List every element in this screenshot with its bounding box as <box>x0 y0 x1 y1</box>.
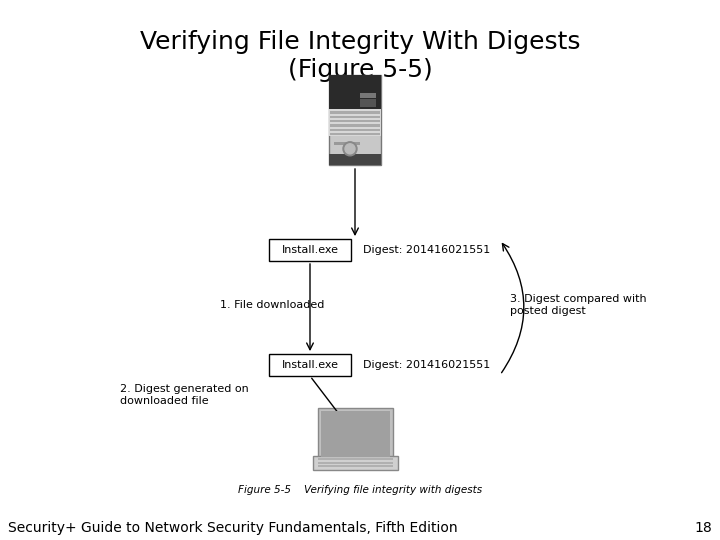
Text: Figure 5-5    Verifying file integrity with digests: Figure 5-5 Verifying file integrity with… <box>238 485 482 495</box>
Bar <box>318 465 392 467</box>
Text: 18: 18 <box>694 521 712 535</box>
Text: 2. Digest generated on
downloaded file: 2. Digest generated on downloaded file <box>120 384 248 406</box>
Bar <box>312 456 397 470</box>
Bar <box>318 408 392 460</box>
Bar <box>318 458 392 460</box>
Bar <box>330 116 380 118</box>
Bar <box>334 141 360 145</box>
Bar <box>318 462 392 463</box>
Bar <box>269 239 351 261</box>
Text: Install.exe: Install.exe <box>282 245 338 255</box>
Bar <box>329 154 381 165</box>
FancyArrowPatch shape <box>502 244 524 373</box>
Text: Install.exe: Install.exe <box>282 360 338 370</box>
Bar <box>330 129 380 131</box>
Bar <box>330 120 380 122</box>
Text: Digest: 201416021551: Digest: 201416021551 <box>363 360 490 370</box>
Circle shape <box>343 142 357 156</box>
Bar <box>320 411 390 457</box>
Bar <box>329 109 381 136</box>
Bar <box>329 75 381 109</box>
Text: Security+ Guide to Network Security Fundamentals, Fifth Edition: Security+ Guide to Network Security Fund… <box>8 521 458 535</box>
Text: Digest: 201416021551: Digest: 201416021551 <box>363 245 490 255</box>
Bar <box>269 354 351 376</box>
Text: Verifying File Integrity With Digests
(Figure 5-5): Verifying File Integrity With Digests (F… <box>140 30 580 82</box>
Bar <box>360 93 376 98</box>
Bar <box>360 99 376 106</box>
Bar <box>330 124 380 126</box>
Bar <box>330 133 380 136</box>
Bar <box>330 111 380 113</box>
Text: 3. Digest compared with
posted digest: 3. Digest compared with posted digest <box>510 294 647 316</box>
Text: 1. File downloaded: 1. File downloaded <box>220 300 325 310</box>
Circle shape <box>345 144 355 154</box>
Bar <box>329 75 381 165</box>
